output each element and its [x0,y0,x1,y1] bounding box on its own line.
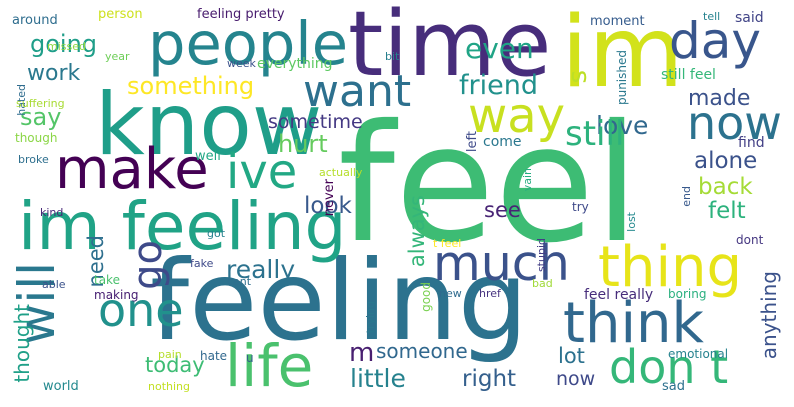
word-still-feel: still feel [661,67,716,83]
word-want: want [303,66,412,117]
word-something: something [127,72,255,100]
word-actually: actually [319,166,363,179]
word-even: even [465,32,534,65]
word-im: im [561,0,684,110]
word-href: href [479,287,501,300]
word-tell: tell [703,10,721,23]
word-sometime: sometime [268,111,363,133]
word-little: little [350,364,406,393]
word-suffering: suffering [16,97,65,110]
word-love: love [596,111,649,140]
word-today: today [145,353,205,377]
word-sad: sad [662,379,685,394]
word-everything: everything [257,56,333,72]
word-someone: someone [376,339,468,363]
word-think: think [563,291,704,356]
word-good: good [419,282,433,312]
word-feel-really: feel really [584,287,654,303]
word-feel: feel [338,91,640,279]
word-making: making [94,288,139,302]
word-back: back [698,174,753,200]
word-take: take [94,273,120,287]
word-bad: bad [532,277,553,290]
word-dont: dont [736,233,764,247]
word-im-feeling: im feeling [18,188,347,265]
word-u: u [246,351,254,365]
word-week: week [227,57,256,70]
word-look: look [304,193,352,219]
word-never: never [322,179,337,217]
word-stupid: stupid [535,238,548,273]
word-alone: alone [694,148,758,174]
word-right: right [462,366,517,392]
word-left: left [465,131,480,153]
word-time: time [348,0,552,97]
word-know: know [95,75,323,175]
word-people: people [148,9,348,78]
word-person: person [98,7,143,22]
word-lost: lost [625,212,638,232]
word-said: said [735,10,764,26]
word-world: world [43,379,79,394]
word-fake: fake [190,257,214,270]
word-now-2: now [556,368,596,390]
word-emotional: emotional [668,347,729,361]
word-able: able [42,278,66,291]
word-always: always [405,195,429,268]
word-now: now [687,96,782,150]
word-boring: boring [668,287,707,301]
word-anything: anything [757,271,781,360]
word-make: make [55,137,209,202]
word-life: life [225,332,314,400]
word-work: work [27,61,81,86]
word-come: come [483,134,522,150]
word-hate: hate [200,349,228,363]
word-punished: punished [615,50,629,106]
word-way: way [468,88,566,144]
word-don-t: don t [609,340,729,394]
word-see: see [484,198,521,222]
word-though: though [15,131,58,145]
word-t-feel: t feel [433,237,462,250]
word-ive: ive [226,144,298,200]
word-felt: felt [708,198,746,224]
word-still: still [565,114,625,154]
word-well: well [195,149,221,164]
word-try: try [572,200,589,214]
word-year: year [105,50,130,63]
word-pain: pain [158,348,182,361]
word-thing: thing [598,235,743,300]
word-bit: bit [385,50,400,63]
word-got: got [207,227,226,240]
word-end: end [680,186,693,207]
word-moment: moment [590,14,645,29]
word-vain: vain [521,168,534,192]
word-really: really [226,255,296,284]
word-feeling: feeling [150,237,529,366]
word-lot: lot [558,344,585,368]
word-friend: friend [459,70,538,101]
word-kind: kind [40,206,64,219]
word-nothing: nothing [148,380,190,393]
word-day: day [669,12,761,70]
word-broke: broke [18,153,49,166]
word-go: go [125,240,171,290]
word-thought: thought [10,304,34,383]
word-feeling-pretty: feeling pretty [197,7,285,22]
word-one: one [98,283,184,337]
word-made: made [688,86,751,111]
word-cant: cant [227,275,252,288]
word-new: new [439,287,462,300]
word-find: find [738,135,765,151]
word-going: going [30,30,98,58]
word-s: s [563,70,593,84]
word-trying: trying [364,301,377,334]
word-say: say [20,103,62,131]
word-m: m [349,338,375,368]
word-hurt: hurt [278,130,328,158]
word-much: much [433,235,570,292]
word-around: around [12,13,58,28]
word-missed: missed [47,40,86,53]
